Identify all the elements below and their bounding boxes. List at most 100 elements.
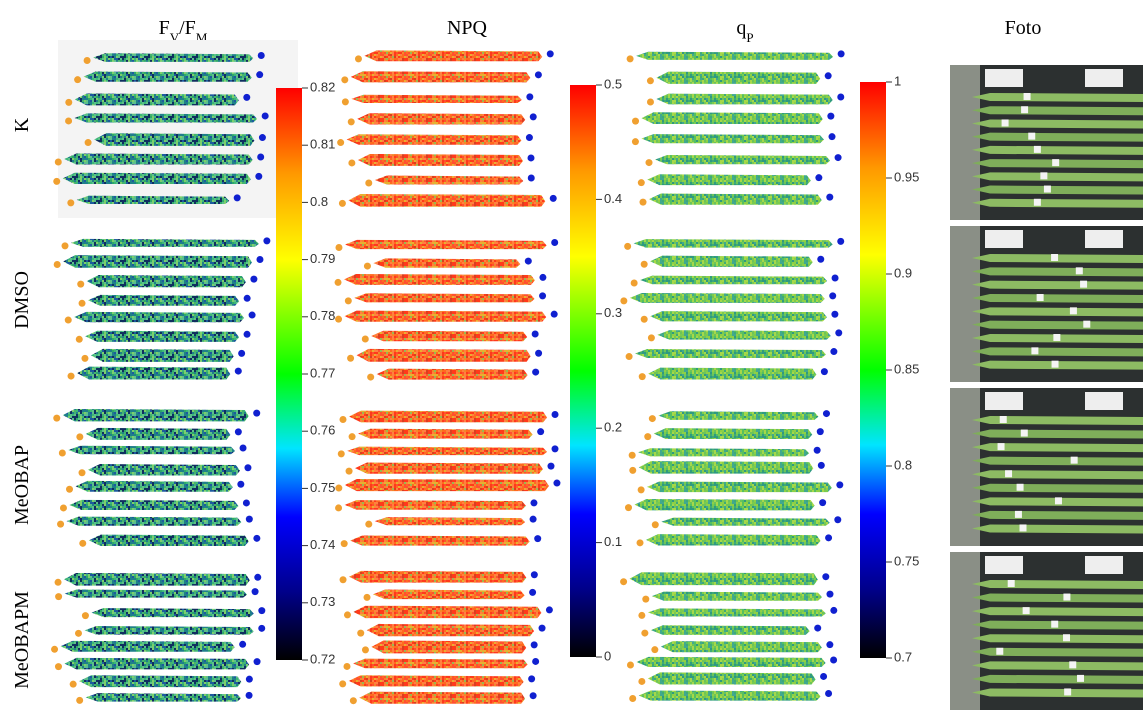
leaf-tip-dot [826, 641, 834, 649]
leaf [629, 572, 818, 586]
leaf [638, 690, 821, 701]
leaf [79, 675, 242, 688]
colorbar [276, 88, 302, 660]
colorbar-tick-label: 0.95 [894, 169, 919, 184]
leaf-tip-dot [530, 641, 538, 649]
colorbar [570, 85, 596, 657]
photo-leaf [972, 416, 1143, 425]
photo-leaf [972, 524, 1143, 534]
leaf [76, 195, 230, 205]
leaf [640, 275, 828, 285]
leaf-tip-dot [255, 172, 263, 180]
leaf [638, 461, 814, 474]
leaf [64, 589, 248, 598]
leaf-base-dot [629, 466, 637, 474]
leaf-base-dot [646, 98, 654, 106]
leaf-base-dot [629, 695, 637, 703]
photo-label [1085, 392, 1123, 410]
leaf-base-dot [84, 139, 92, 147]
leaf [636, 51, 834, 60]
leaf-base-dot [337, 450, 345, 458]
leaf-base-dot [334, 278, 342, 286]
leaf-base-dot [76, 433, 84, 441]
colorbar-tick-label: 0.78 [310, 308, 335, 323]
leaf-tip-dot [539, 273, 547, 281]
leaf [85, 693, 242, 702]
leaf [653, 428, 813, 440]
photo-leaf [972, 483, 1143, 493]
leaf-tip-dot [243, 330, 251, 338]
leaf [656, 71, 821, 84]
leaf-base-dot [624, 242, 632, 250]
leaf-tip-dot [250, 275, 258, 283]
leaf-base-dot [83, 57, 91, 65]
photo-leaf [972, 456, 1143, 466]
leaf [359, 691, 526, 704]
photo-tag [1016, 483, 1024, 491]
leaf-base-dot [638, 373, 646, 381]
leaf-base-dot [636, 539, 644, 547]
photo-leaf [972, 580, 1143, 589]
leaf-base-dot [341, 76, 349, 84]
leaf [647, 608, 826, 617]
leaf [77, 366, 231, 380]
leaf-base-dot [54, 158, 62, 166]
leaf-base-dot [69, 680, 77, 688]
photo-leaf [972, 674, 1143, 684]
photo-tag [1070, 456, 1078, 464]
leaf-base-dot [645, 159, 653, 167]
leaf-base-dot [361, 335, 369, 343]
leaf [349, 570, 527, 583]
leaf [88, 294, 240, 306]
leaf [344, 310, 547, 322]
leaf-base-dot [638, 677, 646, 685]
photo-leaf [972, 294, 1143, 303]
photo-tag [1043, 185, 1051, 193]
leaf [86, 275, 246, 288]
leaf-tip-dot [538, 624, 546, 632]
photo [950, 65, 1143, 220]
photo-leaf [972, 106, 1143, 116]
row-label: DMSO [11, 271, 33, 329]
leaf [93, 53, 254, 62]
header-part: V [170, 30, 180, 45]
leaf-base-dot [81, 354, 89, 362]
leaf [85, 427, 231, 440]
leaf [71, 238, 259, 247]
leaf [373, 258, 521, 268]
leaf [371, 640, 527, 654]
leaf-base-dot [637, 486, 645, 494]
leaf-tip-dot [243, 294, 251, 302]
leaf-base-dot [339, 576, 347, 584]
leaf-base-dot [347, 118, 355, 126]
photo-tag [1054, 497, 1062, 505]
leaf [658, 411, 819, 420]
leaf [650, 311, 827, 322]
header-part: P [746, 30, 753, 45]
leaf-base-dot [363, 262, 371, 270]
leaf-base-dot [335, 504, 343, 512]
leaf-tip-dot [239, 640, 247, 648]
leaf-tip-dot [814, 624, 822, 632]
leaf-base-dot [640, 315, 648, 323]
leaf [633, 239, 833, 248]
leaf [656, 93, 833, 105]
leaf-tip-dot [234, 428, 242, 436]
photo-tag [1069, 661, 1077, 669]
leaf [646, 534, 821, 546]
colorbar-tick-label: 0.75 [310, 480, 335, 495]
leaf-base-dot [631, 138, 639, 146]
header-part: F [159, 17, 170, 39]
leaf-base-dot [76, 696, 84, 704]
leaf [647, 672, 816, 685]
leaf-tip-dot [527, 154, 535, 162]
leaf-tip-dot [531, 330, 539, 338]
leaf-tip-dot [234, 367, 242, 375]
leaf [348, 410, 548, 423]
leaf [88, 534, 249, 547]
leaf-tip-dot [524, 257, 532, 265]
colorbar-tick-label: 0.81 [310, 137, 335, 152]
leaf [357, 153, 524, 166]
leaf-tip-dot [837, 93, 845, 101]
